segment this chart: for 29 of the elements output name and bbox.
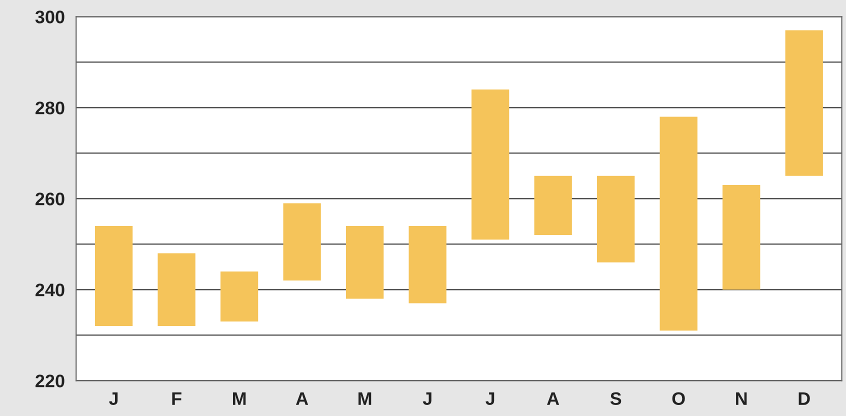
bar xyxy=(408,226,446,304)
x-tick-label: J xyxy=(109,392,118,406)
bar xyxy=(283,203,321,281)
x-tick-label: A xyxy=(296,392,308,405)
x-tick-label: J xyxy=(486,392,494,406)
bar xyxy=(597,176,635,262)
bar xyxy=(660,116,698,331)
x-tick-label: A xyxy=(547,392,560,405)
y-tick-label: 300 xyxy=(35,10,64,24)
x-tick-label: O xyxy=(672,392,685,406)
x-tick-label: N xyxy=(736,392,747,405)
x-tick-label: D xyxy=(798,392,810,405)
x-tick-label: J xyxy=(422,392,432,406)
bar xyxy=(785,30,823,176)
y-tick-label: 220 xyxy=(36,374,64,388)
x-tick-label: S xyxy=(610,392,622,406)
y-tick-label: 260 xyxy=(36,192,64,206)
bar xyxy=(158,253,196,326)
x-tick-label: F xyxy=(172,392,182,405)
bar xyxy=(346,226,384,299)
bar xyxy=(94,226,133,326)
bar xyxy=(472,89,510,240)
x-tick-label: M xyxy=(358,392,372,405)
bar xyxy=(220,271,258,322)
y-tick-label: 280 xyxy=(36,102,64,114)
bar xyxy=(534,176,572,236)
x-tick-label: M xyxy=(232,392,246,405)
y-tick-label: 240 xyxy=(36,284,64,296)
bar xyxy=(722,184,760,290)
